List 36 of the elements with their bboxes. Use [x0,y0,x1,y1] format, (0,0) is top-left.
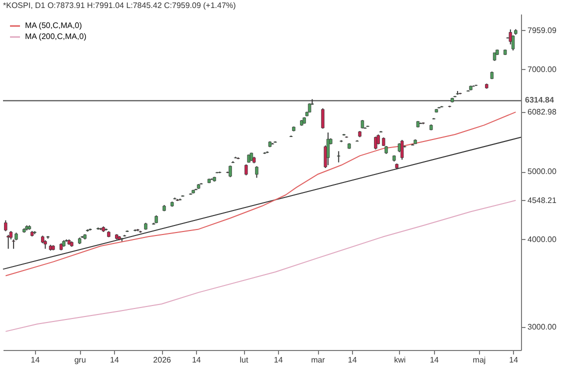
candlestick [244,164,248,176]
x-tick-label: 2026 [153,356,172,364]
candlestick [400,139,404,160]
candlestick [337,150,340,163]
x-tick-label: 14 [509,356,519,364]
y-tick-label: 4000.00 [528,234,557,244]
x-tick-label: kwi [394,356,406,364]
candlestick [4,220,8,232]
x-tick-label: lut [240,356,249,364]
candlestick [326,132,330,166]
y-tick-label: 5000.00 [528,167,557,176]
x-tick-label: maj [472,356,486,364]
x-tick-label: 14 [30,356,40,364]
line-series [5,200,516,332]
x-tick-label: 14 [110,356,120,364]
y-tick-label: 7959.09 [528,26,557,35]
y-tick-label: 7000.00 [528,64,557,74]
candlestick [255,166,258,178]
line-series [5,112,516,276]
y-tick-label: 6082.98 [528,108,557,117]
legend-label: MA (50,C,MA,0) [25,21,82,30]
candlestick [6,234,10,250]
candlestick [374,136,378,150]
legend-label: MA (200,C,MA,0) [25,32,87,41]
candlestick [321,108,324,130]
x-tick-label: 14 [274,356,284,364]
x-tick-label: 14 [348,356,358,364]
x-tick-label: 14 [430,356,440,364]
x-tick-label: mar [311,356,326,364]
ref-line-label: 6314.84 [525,96,554,105]
y-tick-label: 3000.00 [528,322,557,332]
x-tick-label: 14 [192,356,202,364]
chart-title: *KOSPI, D1 O:7873.91 H:7991.04 L:7845.42 C:7959.09 (+1.47%) [3,1,236,10]
candlestick [228,165,232,178]
x-tick-label: gru [74,356,86,364]
y-tick-label: 4548.21 [528,196,557,205]
